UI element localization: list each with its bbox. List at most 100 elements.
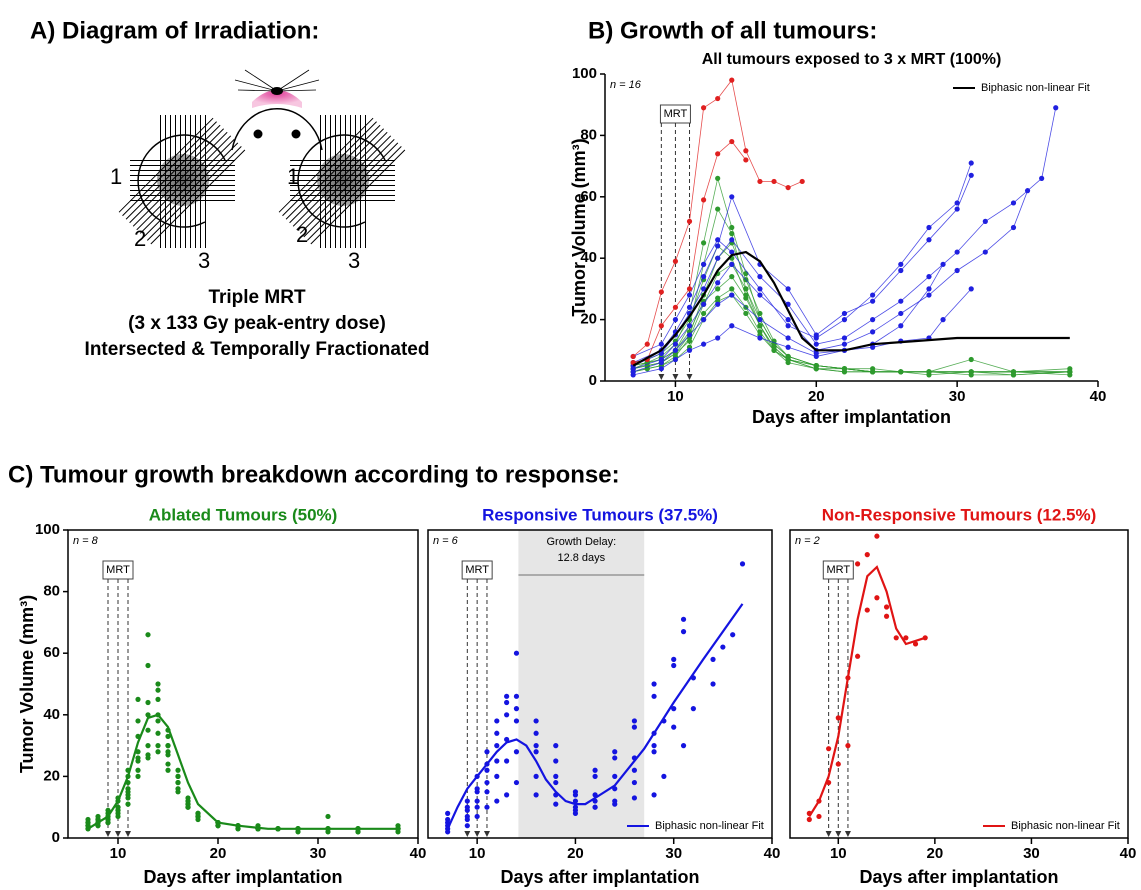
data-point <box>715 175 721 181</box>
data-point <box>661 773 667 780</box>
data-point <box>672 258 679 264</box>
growth-delay-region <box>518 530 645 838</box>
data-point <box>870 344 876 350</box>
chart: All tumours exposed to 3 x MRT (100%) 0 20… <box>569 51 1107 427</box>
growth-delay-label: Growth Delay: <box>546 536 616 548</box>
data-point <box>125 786 131 792</box>
data-point <box>729 77 735 83</box>
data-point <box>671 706 677 712</box>
data-point <box>592 773 598 780</box>
data-point <box>474 798 480 804</box>
data-point <box>464 816 470 823</box>
data-point <box>651 749 657 755</box>
data-point <box>484 779 490 786</box>
data-point <box>813 341 819 347</box>
data-point <box>701 105 707 111</box>
data-point <box>494 758 500 764</box>
data-point <box>185 804 191 810</box>
data-point <box>658 341 664 347</box>
data-point <box>715 301 721 307</box>
data-point <box>445 810 451 816</box>
data-point <box>553 801 559 807</box>
chart-title: Ablated Tumours (50%) <box>149 505 338 524</box>
x-tick-label: 30 <box>949 388 966 405</box>
y-tick-label: 0 <box>52 829 60 846</box>
y-tick-label: 0 <box>589 372 597 389</box>
x-axis-label: Days after implantation <box>500 867 699 887</box>
data-point <box>658 359 664 366</box>
data-point <box>1010 224 1017 231</box>
x-tick-label: 30 <box>1023 845 1040 862</box>
data-point <box>883 613 890 619</box>
n-label: n = 16 <box>610 79 642 91</box>
mrt-label: MRT <box>106 564 130 576</box>
data-point <box>145 727 151 733</box>
data-point <box>826 746 832 752</box>
data-point <box>658 366 664 372</box>
data-point <box>710 681 716 687</box>
data-point <box>630 372 636 378</box>
n-label: n = 6 <box>433 535 459 547</box>
data-point <box>572 798 579 804</box>
data-point <box>484 749 490 755</box>
x-axis-label: Days after implantation <box>859 867 1058 887</box>
data-point <box>757 329 763 335</box>
diagram-caption: Triple MRT <box>208 287 306 308</box>
mrt-arrowhead <box>464 831 471 837</box>
data-point <box>644 341 650 347</box>
data-point <box>135 755 141 761</box>
chart-title: Responsive Tumours (37.5%) <box>482 505 718 524</box>
data-point <box>165 733 171 739</box>
data-point <box>715 335 721 341</box>
data-point <box>494 773 500 780</box>
data-point <box>686 338 693 344</box>
x-tick-label: 40 <box>764 845 781 862</box>
data-point <box>651 681 657 687</box>
data-point <box>572 789 579 795</box>
panel-heading: B) Growth of all tumours: <box>588 17 877 44</box>
data-point <box>631 779 638 786</box>
data-point <box>715 280 721 286</box>
y-tick-label: 100 <box>572 65 597 82</box>
data-point <box>874 533 880 539</box>
data-point <box>954 249 960 255</box>
data-point <box>715 95 721 102</box>
data-point <box>135 718 141 724</box>
data-point <box>504 699 510 706</box>
data-point <box>968 172 974 178</box>
data-point <box>630 353 636 360</box>
series-line <box>633 275 1070 376</box>
fit-line <box>87 713 398 830</box>
data-point <box>715 286 721 292</box>
data-point <box>898 261 904 267</box>
data-point <box>954 267 960 274</box>
legend-label: Biphasic non-linear Fit <box>655 820 764 832</box>
data-point <box>743 295 749 301</box>
mrt-arrowhead <box>658 374 665 380</box>
data-point <box>729 237 735 243</box>
x-tick-label: 20 <box>210 845 227 862</box>
data-point <box>553 779 559 786</box>
data-point <box>729 292 735 298</box>
data-point <box>715 255 721 261</box>
data-point <box>572 810 579 816</box>
data-point <box>715 206 721 212</box>
data-point <box>631 718 638 724</box>
data-point <box>898 310 904 317</box>
data-point <box>175 773 181 780</box>
data-point <box>729 224 735 231</box>
x-tick-label: 10 <box>830 845 847 862</box>
data-point <box>464 807 470 813</box>
data-point <box>701 197 707 203</box>
mrt-arrowhead <box>844 831 851 837</box>
data-point <box>954 206 960 212</box>
data-point <box>155 687 161 693</box>
x-tick-label: 10 <box>469 845 486 862</box>
data-point <box>165 743 171 749</box>
data-point <box>785 286 791 292</box>
data-point <box>494 730 500 736</box>
series-line <box>633 242 1070 376</box>
data-point <box>1053 105 1059 111</box>
data-point <box>903 635 909 641</box>
data-point <box>799 178 805 185</box>
